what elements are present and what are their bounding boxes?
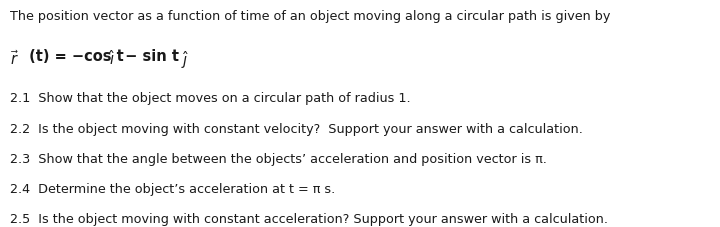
Text: $\vec{r}$: $\vec{r}$ — [10, 49, 19, 68]
Text: 2.3  Show that the angle between the objects’ acceleration and position vector i: 2.3 Show that the angle between the obje… — [10, 153, 547, 166]
Text: (t) = −cos t: (t) = −cos t — [24, 49, 125, 64]
Text: 2.5  Is the object moving with constant acceleration? Support your answer with a: 2.5 Is the object moving with constant a… — [10, 213, 608, 226]
Text: $\hat{\jmath}$: $\hat{\jmath}$ — [181, 49, 189, 71]
Text: 2.4  Determine the object’s acceleration at t = π s.: 2.4 Determine the object’s acceleration … — [10, 183, 336, 196]
Text: 2.1  Show that the object moves on a circular path of radius 1.: 2.1 Show that the object moves on a circ… — [10, 92, 410, 105]
Text: $\hat{\imath}$: $\hat{\imath}$ — [109, 49, 116, 68]
Text: The position vector as a function of time of an object moving along a circular p: The position vector as a function of tim… — [10, 10, 611, 23]
Text: − sin t: − sin t — [120, 49, 179, 64]
Text: 2.2  Is the object moving with constant velocity?  Support your answer with a ca: 2.2 Is the object moving with constant v… — [10, 123, 583, 136]
